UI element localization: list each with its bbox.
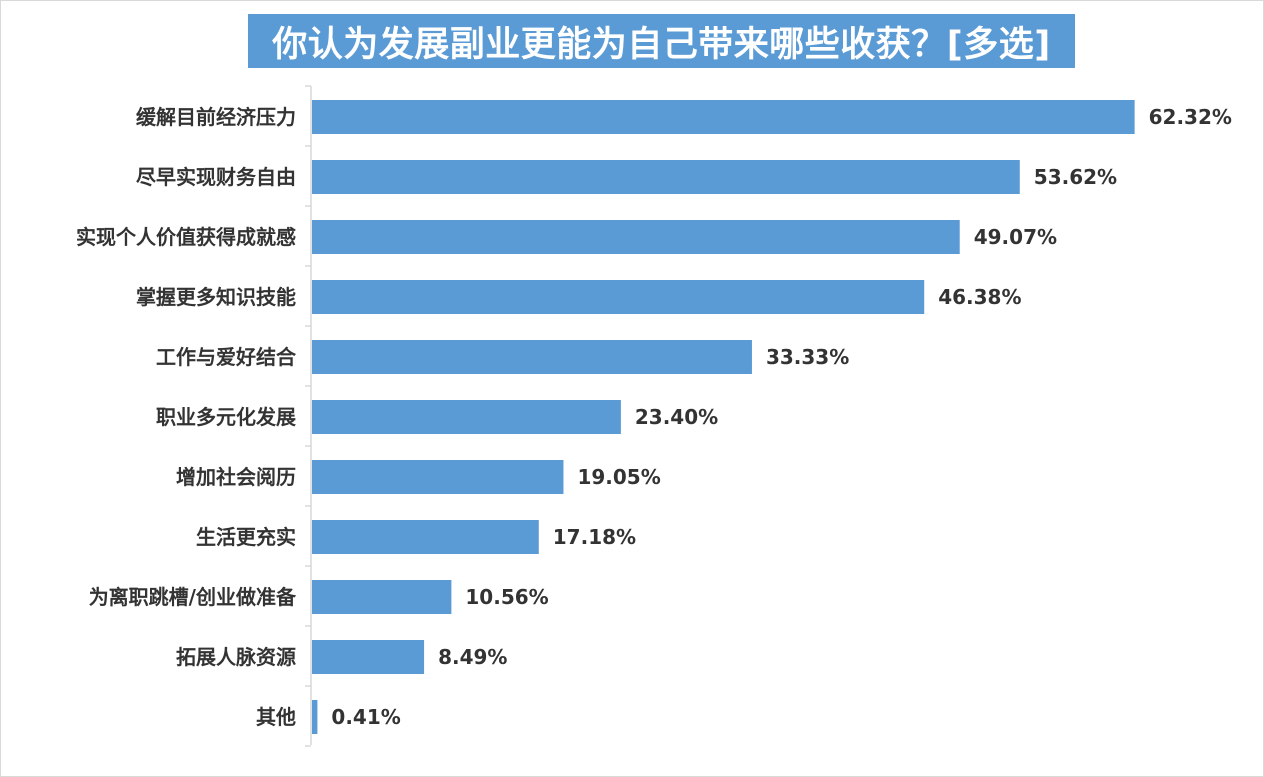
bar xyxy=(312,160,1020,194)
bar xyxy=(312,580,452,614)
category-label: 生活更充实 xyxy=(196,525,296,549)
bar xyxy=(312,340,752,374)
data-label: 49.07% xyxy=(974,225,1057,249)
bar xyxy=(312,400,621,434)
category-label: 增加社会阅历 xyxy=(176,465,296,489)
data-label: 23.40% xyxy=(635,405,718,429)
category-label: 掌握更多知识技能 xyxy=(136,285,296,309)
data-label: 33.33% xyxy=(766,345,849,369)
data-label: 19.05% xyxy=(577,465,660,489)
data-label: 62.32% xyxy=(1149,105,1232,129)
category-label: 拓展人脉资源 xyxy=(176,645,296,669)
bar-layer xyxy=(312,100,1135,734)
bar xyxy=(312,520,539,554)
data-label: 10.56% xyxy=(465,585,548,609)
bar xyxy=(312,280,925,314)
category-label: 职业多元化发展 xyxy=(156,405,296,429)
data-label: 17.18% xyxy=(553,525,636,549)
bar xyxy=(312,100,1135,134)
bar xyxy=(312,700,318,734)
data-label: 53.62% xyxy=(1034,165,1117,189)
chart-title: 你认为发展副业更能为自己带来哪些收获？[多选] xyxy=(272,24,1051,65)
data-label: 8.49% xyxy=(438,645,507,669)
axis-layer xyxy=(305,85,312,747)
category-label: 尽早实现财务自由 xyxy=(136,165,296,189)
category-label: 为离职跳槽/创业做准备 xyxy=(89,585,297,609)
bar xyxy=(312,640,425,674)
label-layer: 缓解目前经济压力 62.32% 尽早实现财务自由 53.62% 实现个人价值获得成就感 4… xyxy=(76,105,1232,729)
data-label: 46.38% xyxy=(938,285,1021,309)
category-label: 实现个人价值获得成就感 xyxy=(76,225,296,249)
bar xyxy=(312,460,564,494)
chart-title-box: 你认为发展副业更能为自己带来哪些收获？[多选] xyxy=(248,14,1075,68)
category-label: 工作与爱好结合 xyxy=(156,345,297,369)
category-label: 其他 xyxy=(256,705,296,729)
category-label: 缓解目前经济压力 xyxy=(136,105,296,129)
bar xyxy=(312,220,960,254)
data-label: 0.41% xyxy=(331,705,400,729)
